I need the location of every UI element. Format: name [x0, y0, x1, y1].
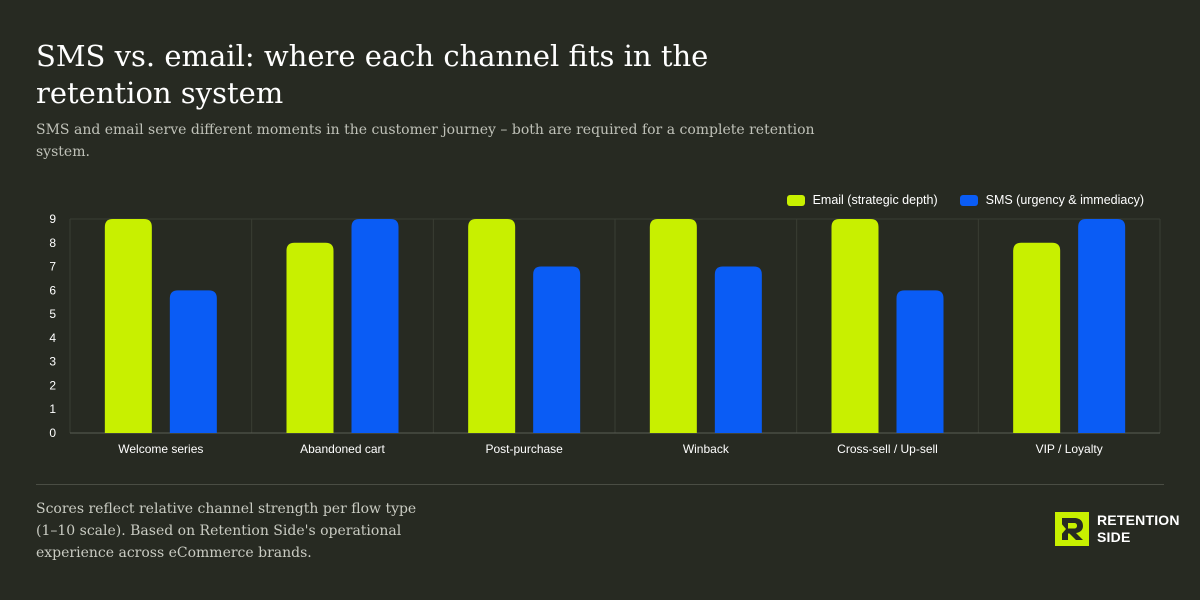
y-tick-label: 3 [49, 355, 56, 369]
bar-email [104, 219, 152, 433]
footnote: Scores reflect relative channel strength… [36, 501, 417, 561]
brand-line-2: SIDE [1097, 529, 1131, 545]
y-tick-label: 0 [49, 426, 56, 440]
y-tick-label: 6 [49, 283, 56, 297]
bar-sms [533, 266, 581, 433]
bar-email [831, 219, 879, 433]
legend-label-sms: SMS (urgency & immediacy) [985, 193, 1144, 207]
bar-sms [1078, 219, 1126, 433]
x-tick-label: Cross-sell / Up-sell [837, 442, 938, 456]
retention-side-logo-icon [1055, 512, 1089, 546]
bar-sms [714, 266, 762, 433]
bar-sms [351, 219, 399, 433]
legend-item-sms[interactable]: SMS (urgency & immediacy) [959, 193, 1144, 207]
x-tick-label: VIP / Loyalty [1036, 442, 1103, 456]
legend-label-email: Email (strategic depth) [812, 193, 938, 207]
footer-divider [36, 484, 1164, 485]
x-tick-label: Abandoned cart [300, 442, 385, 456]
bar-email [286, 242, 334, 433]
chart-subtitle: SMS and email serve different moments in… [36, 122, 815, 160]
bar-email [468, 219, 516, 433]
brand-logo: RETENTION SIDE [1055, 512, 1180, 546]
chart-legend: Email (strategic depth) SMS (urgency & i… [786, 193, 1144, 207]
bar-email [1013, 242, 1061, 433]
legend-swatch-email [786, 194, 805, 206]
y-tick-label: 8 [49, 236, 56, 250]
x-tick-label: Welcome series [118, 442, 203, 456]
y-tick-label: 2 [49, 378, 56, 392]
bar-email [649, 219, 697, 433]
y-tick-label: 5 [49, 307, 56, 321]
legend-item-email[interactable]: Email (strategic depth) [786, 193, 938, 207]
brand-line-1: RETENTION [1097, 512, 1180, 528]
x-tick-label: Winback [683, 442, 730, 456]
chart-title: SMS vs. email: where each channel fits i… [36, 39, 709, 110]
y-tick-label: 4 [49, 331, 56, 345]
bar-sms [169, 290, 217, 433]
y-tick-label: 9 [49, 212, 56, 226]
x-tick-label: Post-purchase [485, 442, 563, 456]
brand-wordmark: RETENTION SIDE [1097, 512, 1180, 546]
y-tick-label: 7 [49, 260, 56, 274]
legend-swatch-sms [959, 194, 978, 206]
bar-sms [896, 290, 944, 433]
y-tick-label: 1 [49, 402, 56, 416]
bar-chart: 0 1 2 3 4 5 6 7 8 9 Welcome series Abandoned cart Po… [49, 212, 1161, 456]
